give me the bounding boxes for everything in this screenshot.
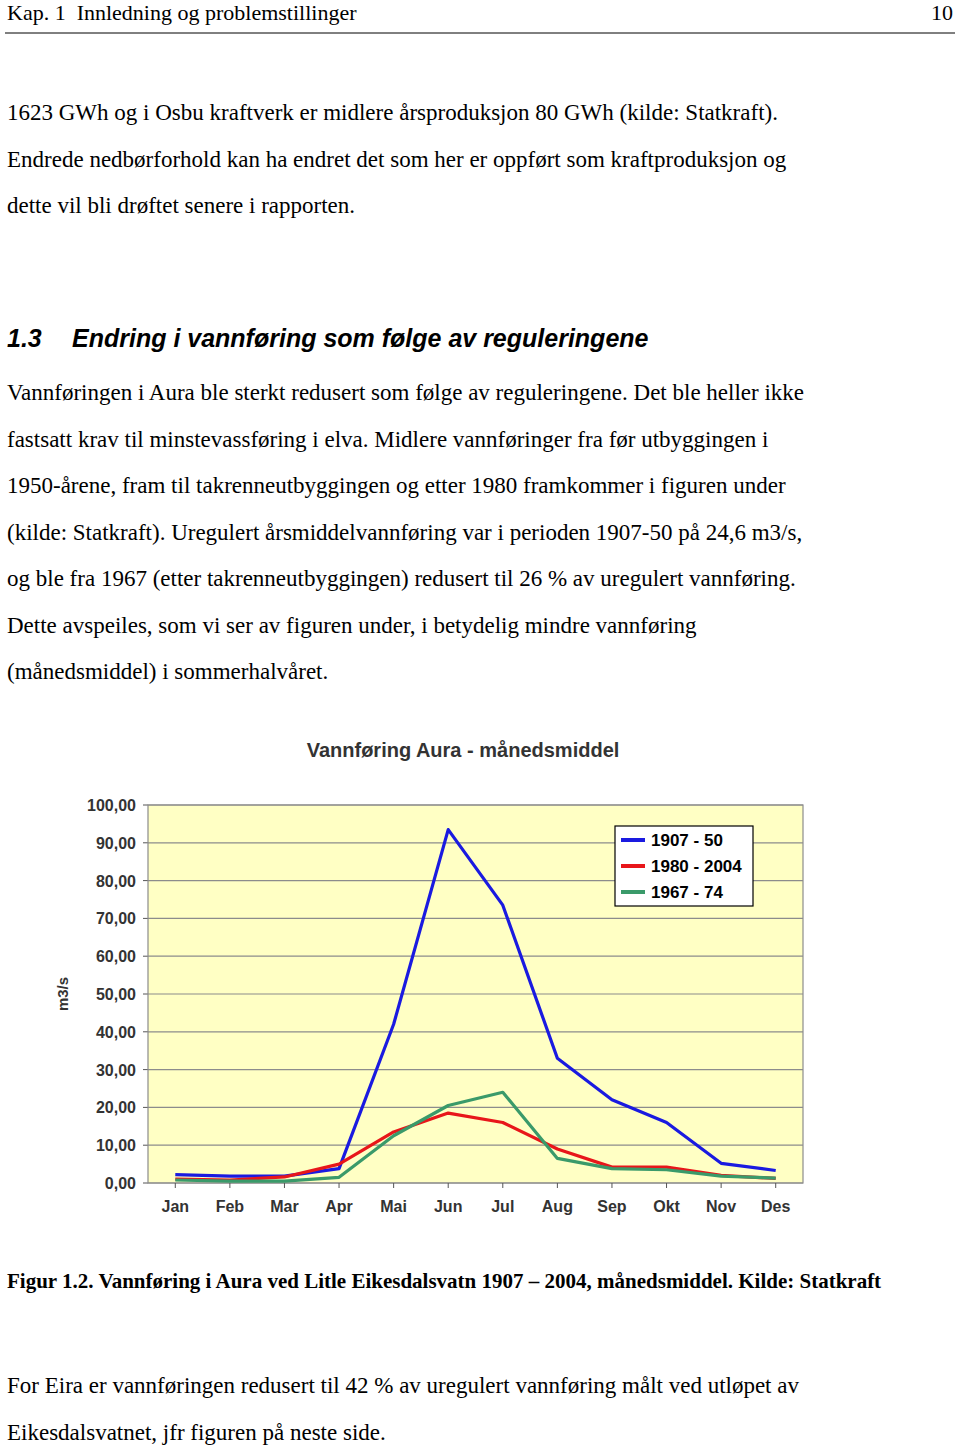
y-tick-label: 90,00: [96, 835, 136, 852]
intro-line: 1623 GWh og i Osbu kraftverk er midlere …: [7, 100, 778, 125]
heading-text: Endring i vannføring som følge av regule…: [72, 324, 649, 352]
x-tick-label: Okt: [653, 1198, 680, 1215]
header-right: 10: [931, 0, 953, 25]
y-tick-label: 40,00: [96, 1024, 136, 1041]
y-tick-label: 100,00: [87, 797, 136, 814]
body-line: 1950-årene, fram til takrenneutbyggingen…: [7, 473, 786, 498]
y-tick: [143, 918, 148, 919]
x-tick-label: Apr: [325, 1198, 353, 1215]
y-tick-label: 0,00: [105, 1175, 136, 1192]
footer-line: Eikesdalsvatnet, jfr figuren på neste si…: [7, 1420, 386, 1445]
legend-swatch: [621, 838, 645, 842]
x-tick-label: Aug: [542, 1198, 573, 1215]
y-tick: [143, 1183, 148, 1184]
body-line: Dette avspeiles, som vi ser av figuren u…: [7, 613, 697, 638]
grid-line: [148, 993, 803, 994]
x-tick-label: Jun: [434, 1198, 462, 1215]
x-tick: [284, 1183, 285, 1188]
grid-line: [148, 1069, 803, 1070]
y-tick: [143, 880, 148, 881]
y-tick: [143, 956, 148, 957]
footer-line: For Eira er vannføringen redusert til 42…: [7, 1373, 799, 1398]
figure-caption: Figur 1.2. Vannføring i Aura ved Litle E…: [7, 1269, 881, 1293]
y-tick: [143, 1107, 148, 1108]
x-tick-label: Mar: [270, 1198, 298, 1215]
x-tick-label: Mai: [380, 1198, 407, 1215]
chart-title: Vannføring Aura - månedsmiddel: [307, 739, 620, 761]
page: Kap. 1 Innledning og problemstillinger 10…: [0, 0, 960, 1449]
body-line: fastsatt krav til minstevassføring i elv…: [7, 427, 768, 452]
x-tick-label: Jan: [162, 1198, 190, 1215]
x-tick: [502, 1183, 503, 1188]
header-left: Kap. 1 Innledning og problemstillinger: [7, 0, 357, 25]
y-tick-label: 20,00: [96, 1099, 136, 1116]
x-tick: [448, 1183, 449, 1188]
grid-line: [148, 918, 803, 919]
x-tick: [393, 1183, 394, 1188]
x-tick: [557, 1183, 558, 1188]
body-line: Vannføringen i Aura ble sterkt redusert …: [7, 380, 804, 405]
x-tick-label: Nov: [706, 1198, 736, 1215]
y-tick: [143, 1031, 148, 1032]
y-tick-label: 50,00: [96, 986, 136, 1003]
y-tick: [143, 994, 148, 995]
plot-frame: [148, 805, 803, 1183]
grid-line: [148, 1107, 803, 1108]
x-tick: [229, 1183, 230, 1188]
y-tick: [143, 805, 148, 806]
intro-line: Endrede nedbørforhold kan ha endret det …: [7, 147, 787, 172]
header-rule: [5, 33, 955, 34]
body-line: (månedsmiddel) i sommerhalvåret.: [7, 659, 328, 684]
legend-box: [615, 826, 753, 906]
heading-number: 1.3: [7, 324, 42, 352]
x-tick-label: Sep: [597, 1198, 627, 1215]
grid-line: [148, 1031, 803, 1032]
y-tick-label: 70,00: [96, 910, 136, 927]
y-tick: [143, 1069, 148, 1070]
grid-line: [148, 956, 803, 957]
x-tick: [666, 1183, 667, 1188]
x-tick: [175, 1183, 176, 1188]
grid-line: [148, 1145, 803, 1146]
x-tick: [721, 1183, 722, 1188]
y-axis-label: m3/s: [54, 977, 71, 1011]
legend-swatch: [621, 890, 645, 894]
x-tick-label: Jul: [491, 1198, 514, 1215]
body-line: og ble fra 1967 (etter takrenneutbygging…: [7, 566, 796, 591]
y-tick: [143, 1145, 148, 1146]
series-line: [175, 1113, 775, 1180]
y-tick-label: 30,00: [96, 1062, 136, 1079]
legend-swatch: [621, 864, 645, 868]
legend-label: 1907 - 50: [651, 831, 723, 850]
y-tick: [143, 842, 148, 843]
x-tick-label: Des: [761, 1198, 790, 1215]
y-tick-label: 80,00: [96, 873, 136, 890]
plot-area: [148, 805, 803, 1183]
legend-label: 1967 - 74: [651, 883, 723, 902]
body-line: (kilde: Statkraft). Uregulert årsmiddelv…: [7, 520, 802, 545]
x-tick: [775, 1183, 776, 1188]
legend-label: 1980 - 2004: [651, 857, 742, 876]
x-tick: [611, 1183, 612, 1188]
intro-line: dette vil bli drøftet senere i rapporten…: [7, 193, 355, 218]
y-tick-label: 60,00: [96, 948, 136, 965]
x-tick: [339, 1183, 340, 1188]
series-group: [175, 830, 775, 1182]
y-tick-label: 10,00: [96, 1137, 136, 1154]
series-line: [175, 1092, 775, 1181]
x-tick-label: Feb: [216, 1198, 245, 1215]
